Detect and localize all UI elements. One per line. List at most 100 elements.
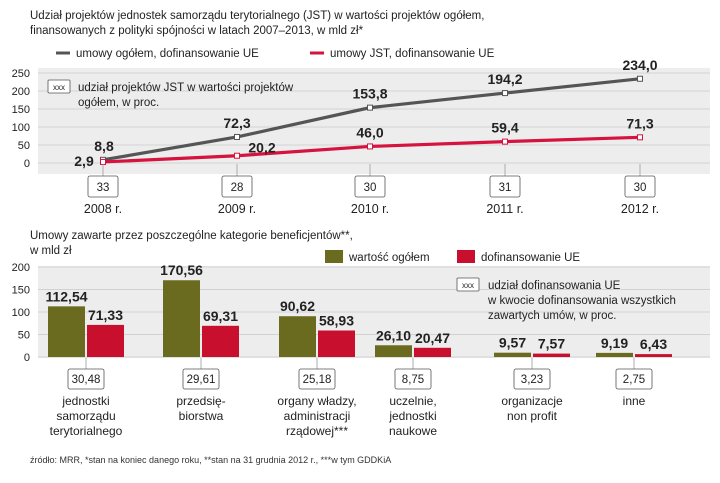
line-share-box [624,175,656,198]
line-share-box [354,175,386,198]
bar-data-label: 58,93 [319,312,354,328]
line-x-tick-label: 2009 r. [218,202,256,216]
bar-data-label: 69,31 [203,308,238,324]
bar-share-value: 8,75 [402,374,424,386]
bar [202,325,239,357]
bar-share-value: 25,18 [303,374,332,386]
line-share-key-text: xxx [53,83,65,92]
line-point-marker [502,138,508,145]
line-share-key-box [47,79,71,94]
bar [48,306,85,357]
line-x-tick-label: 2012 r. [621,202,659,216]
line-y-tick-label: 50 [18,140,30,152]
bar-share-box [182,368,220,390]
bar-share-legend-text: udział dofinansowania UE [488,280,621,292]
bar-x-tick-label: uczelnie, [389,394,436,408]
line-chart-title: Udział projektów jednostek samorządu ter… [30,10,484,22]
bar-share-box [513,368,551,390]
bar-data-label: 90,62 [280,298,315,314]
bar-chart-title: Umowy zawarte przez poszczególne kategor… [30,230,353,242]
bar-share-box [67,368,105,390]
bar-share-value: 30,48 [72,374,101,386]
bar-data-label: 9,57 [499,335,526,351]
line-share-box [87,175,119,198]
line-share-value: 30 [634,182,647,194]
line-y-tick-label: 0 [24,158,30,170]
line-share-value: 33 [97,182,110,194]
bar-y-tick-label: 150 [12,285,30,297]
line-data-label: 194,2 [487,71,522,87]
bar-data-label: 7,57 [538,336,565,352]
line-y-tick-label: 150 [12,104,30,116]
bar-chart-title: w mld zł [29,245,72,257]
line-share-value: 30 [364,182,377,194]
bar-data-label: 9,19 [601,335,628,351]
bar [635,354,672,357]
bar-data-label: 71,33 [88,307,123,323]
bar-x-tick-label: terytorialnego [50,424,123,438]
bar-data-label: 20,47 [415,330,450,346]
bar-x-tick-label: organizacje [501,394,563,408]
line-data-label: 46,0 [356,124,383,140]
line-point-marker [100,158,106,165]
bar-share-box [298,368,336,390]
bar-data-label: 170,56 [160,262,203,278]
bar-y-tick-label: 200 [12,262,30,274]
line-legend-jst-label: umowy JST, dofinansowanie UE [330,48,495,60]
bar-x-tick-label: jednostki [61,394,109,408]
line-point-marker [367,143,373,150]
line-legend-total-label: umowy ogółem, dofinansowanie UE [76,48,259,60]
footnote: źródło: MRR, *stan na koniec danego roku… [30,455,391,465]
bar-x-tick-label: rządowej*** [286,424,348,438]
bar-share-value: 2,75 [623,374,645,386]
bar [494,352,531,357]
bar [533,353,570,357]
bar-x-tick-label: samorządu [56,409,115,423]
line-y-tick-label: 200 [12,86,30,98]
line-x-tick-label: 2008 r. [84,202,122,216]
line-data-label: 8,8 [94,138,114,154]
bar-legend-eu-swatch [457,250,475,263]
line-point-marker [637,134,643,141]
line-data-label: 234,0 [622,57,657,73]
bar-share-box [615,368,653,390]
line-point-marker [234,152,240,159]
line-share-value: 31 [499,182,512,194]
line-data-label: 2,9 [74,153,94,169]
bar-y-tick-label: 100 [12,307,30,319]
line-share-legend-text: udział projektów JST w wartości projektó… [78,82,294,94]
bar-x-tick-label: naukowe [389,424,437,438]
bar-x-tick-label: administracji [284,409,351,423]
bar-legend-total-label: wartość ogółem [348,252,430,264]
bar-share-value: 29,61 [187,374,216,386]
line-chart-title: finansowanych z polityki spójności w lat… [30,25,364,37]
bar-data-label: 26,10 [376,327,411,343]
line-x-tick-label: 2011 r. [486,202,523,216]
line-y-tick-label: 250 [12,68,30,80]
bar [163,280,200,357]
line-y-tick-label: 100 [12,122,30,134]
line-data-label: 72,3 [223,115,250,131]
bar-share-value: 3,23 [521,374,543,386]
bar-x-tick-label: jednostki [388,409,436,423]
bar-data-label: 6,43 [640,336,667,352]
bar-x-tick-label: biorstwa [179,409,224,423]
bar-share-key-text: xxx [462,281,474,290]
line-data-label: 71,3 [626,115,653,131]
bar-x-tick-label: non profit [507,409,558,423]
line-share-box [221,175,253,198]
line-plot-background [38,68,710,174]
bar-share-box [394,368,432,390]
line-share-box [489,175,521,198]
line-point-marker [367,104,373,111]
bar-x-tick-label: inne [623,394,646,408]
bar-legend-eu-label: dofinansowanie UE [481,252,580,264]
bar-y-tick-label: 0 [24,352,30,364]
bar-y-tick-label: 50 [18,330,30,342]
bar-data-label: 112,54 [45,288,87,304]
line-point-marker [234,133,240,140]
bar-share-key-box [456,277,480,292]
line-point-marker [637,75,643,82]
